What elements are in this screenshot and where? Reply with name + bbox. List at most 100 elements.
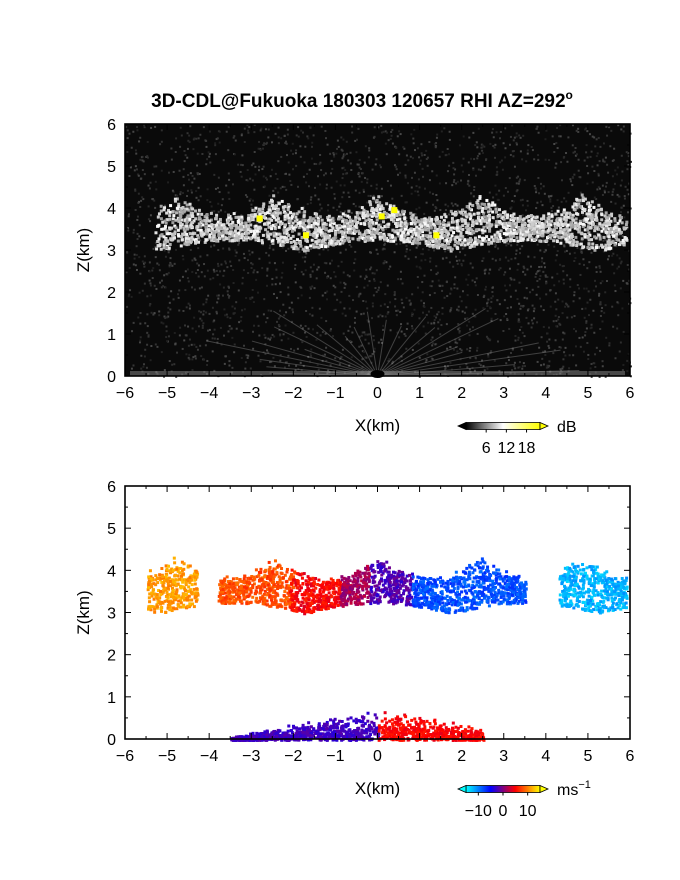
cloud-echo [534,230,538,234]
noise-cell [587,172,590,175]
noise-cell [351,331,354,334]
noise-cell [240,163,243,166]
cloud-echo [185,219,189,223]
near-field-ray [251,340,378,377]
noise-cell [276,201,279,204]
noise-cell [255,222,258,225]
cloud-echo [510,222,514,226]
noise-cell [388,358,391,361]
noise-cell [226,293,229,296]
noise-cell [191,230,194,233]
cloud-echo [244,235,248,239]
noise-cell [466,366,469,369]
noise-cell [498,369,501,372]
noise-cell [215,138,218,141]
noise-cell [184,216,187,219]
noise-cell [266,267,269,270]
noise-cell [303,260,306,263]
noise-cell [270,360,273,363]
noise-cell [298,218,301,221]
noise-cell [547,243,550,246]
noise-cell [309,202,312,205]
cloud-echo [297,232,301,236]
cloud-echo [477,218,481,222]
cloud-echo [212,231,216,235]
noise-cell [276,320,279,323]
cloud-echo [213,238,217,242]
noise-cell [278,328,281,331]
cloud-echo [494,224,498,228]
noise-cell [160,140,163,143]
cloud-echo [356,229,360,233]
noise-cell [202,126,205,129]
cloud-echo [168,242,172,246]
noise-cell [173,262,176,265]
noise-cell [266,274,269,277]
noise-cell [450,368,453,371]
cloud-echo [341,225,345,229]
cloud-echo [377,225,381,229]
noise-cell [324,291,327,294]
cloud-echo [513,216,517,220]
noise-cell [301,131,304,134]
noise-cell [163,369,166,372]
noise-cell [443,296,446,299]
noise-cell [248,126,251,129]
noise-cell [353,321,356,324]
noise-cell [491,286,494,289]
cloud-echo [244,231,248,235]
cloud-echo [162,240,166,244]
cloud-echo [368,221,372,225]
cloud-echo [373,230,377,234]
noise-cell [350,168,353,171]
noise-cell [513,165,516,168]
noise-cell [410,176,413,179]
cloud-echo [542,214,546,218]
noise-cell [496,173,499,176]
noise-cell [181,373,184,376]
cloud-echo [550,214,554,218]
noise-cell [324,137,327,140]
noise-cell [197,239,200,242]
noise-cell [359,167,362,170]
cloud-echo [478,240,482,244]
noise-cell [539,182,542,185]
cloud-echo [559,241,563,245]
cloud-echo [330,229,334,233]
noise-cell [326,298,329,301]
noise-cell [350,356,353,359]
noise-cell [376,252,379,255]
cloud-echo [283,210,287,214]
noise-cell [295,134,298,137]
cloud-echo [177,205,181,209]
noise-cell [181,275,184,278]
noise-cell [151,173,154,176]
cloud-echo [217,229,221,233]
noise-cell [316,372,319,375]
cloud-echo [606,221,610,225]
noise-cell [505,241,508,244]
cloud-echo [546,236,550,240]
noise-cell [448,261,451,264]
noise-cell [513,365,516,368]
cloud-echo [370,207,374,211]
noise-cell [540,260,543,263]
noise-cell [458,259,461,262]
cloud-echo [613,243,617,247]
cloud-echo [488,229,492,233]
noise-cell [559,263,562,266]
cloud-echo [272,194,276,198]
cloud-echo [491,210,495,214]
noise-cell [398,357,401,360]
noise-cell [445,256,448,259]
cloud-echo [247,214,251,218]
noise-cell [167,306,170,309]
noise-cell [507,359,510,362]
noise-cell [412,225,415,228]
cloud-echo [256,236,260,240]
cloud-echo [577,225,581,229]
cloud-echo [484,218,488,222]
noise-cell [141,169,144,172]
noise-cell [327,275,330,278]
